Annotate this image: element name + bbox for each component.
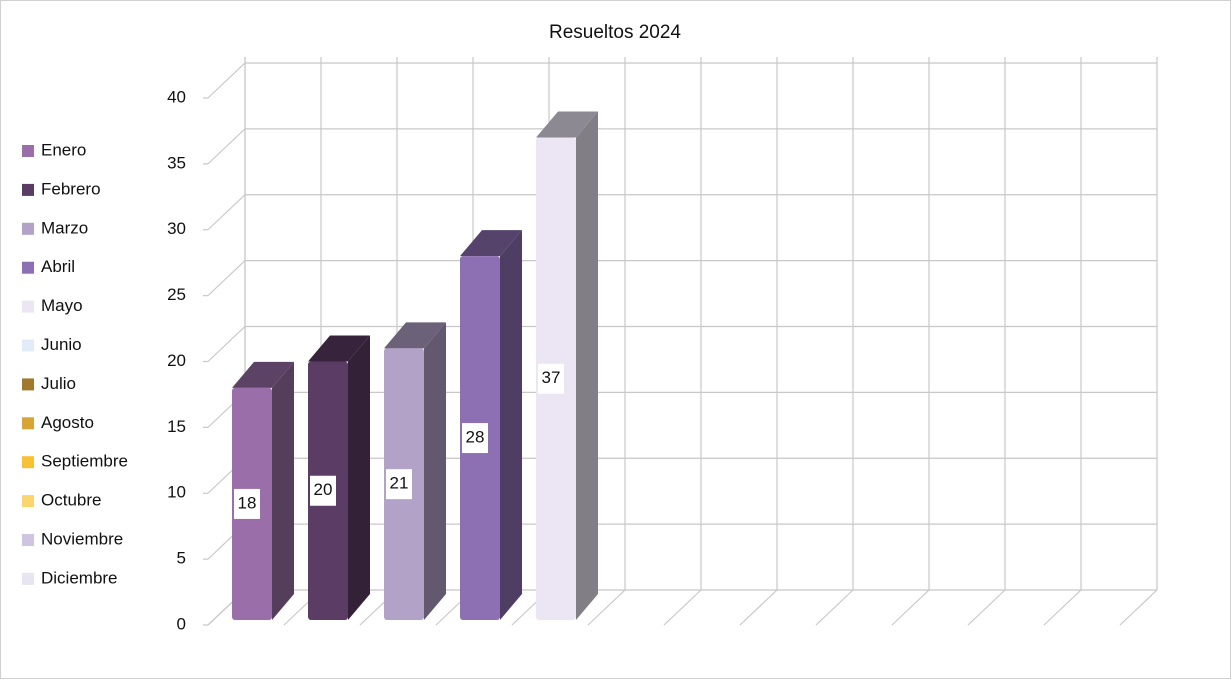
grid-line — [207, 260, 1157, 297]
y-tick-label: 20 — [167, 351, 186, 370]
legend-swatch — [22, 534, 34, 546]
grid-line — [207, 62, 1157, 99]
chart-title: Resueltos 2024 — [549, 22, 681, 43]
grid-line — [207, 325, 1157, 362]
y-tick-label: 5 — [177, 549, 186, 568]
legend-swatch — [22, 378, 34, 391]
legend-swatch — [22, 417, 34, 430]
bar-side — [424, 322, 446, 620]
legend-label: Noviembre — [41, 529, 123, 548]
value-label-box — [234, 488, 260, 519]
legend-label: Agosto — [41, 413, 94, 432]
legend-swatch — [22, 222, 34, 235]
bar-top — [384, 322, 446, 349]
value-label-box — [386, 469, 412, 500]
floor-line — [967, 589, 1006, 626]
legend-swatch — [22, 456, 34, 469]
y-tick-label: 40 — [167, 87, 186, 106]
value-label: 28 — [466, 428, 485, 447]
legend-swatch — [22, 300, 34, 313]
value-label: 37 — [542, 368, 561, 387]
legend-label: Abril — [41, 257, 75, 276]
y-tick-label: 0 — [177, 614, 186, 633]
legend-swatch — [22, 572, 34, 585]
value-label: 21 — [390, 474, 409, 493]
y-tick-label: 15 — [167, 417, 186, 436]
legend-label: Septiembre — [41, 452, 128, 471]
legend-swatch — [22, 261, 34, 274]
bar-top — [232, 361, 294, 388]
floor-line — [1119, 589, 1158, 626]
y-tick-label: 25 — [167, 285, 186, 304]
value-label-box — [462, 423, 488, 454]
floor-line — [587, 589, 626, 626]
grid-line — [207, 194, 1157, 231]
legend-label: Mayo — [41, 296, 83, 315]
value-label-box — [538, 363, 564, 394]
legend-label: Febrero — [41, 179, 101, 198]
bar-side — [272, 361, 294, 620]
bar-side — [500, 230, 522, 620]
legend-swatch — [22, 495, 34, 508]
bar-side — [576, 111, 598, 621]
y-tick-label: 10 — [167, 483, 186, 502]
y-tick-label: 35 — [167, 153, 186, 172]
floor-line — [815, 589, 854, 626]
value-label-box — [310, 475, 336, 506]
value-label: 18 — [238, 493, 257, 512]
legend-swatch — [22, 145, 34, 157]
legend-swatch — [22, 339, 34, 352]
legend-label: Julio — [41, 374, 76, 393]
floor-line — [1043, 589, 1082, 626]
bar-top — [536, 111, 598, 138]
legend-label: Marzo — [41, 218, 88, 237]
legend-swatch — [22, 183, 34, 196]
bar-top — [308, 335, 370, 362]
floor-line — [891, 589, 930, 626]
floor-line — [739, 589, 778, 626]
legend-label: Diciembre — [41, 568, 118, 587]
floor-line — [663, 589, 702, 626]
grid-line — [207, 128, 1157, 165]
y-tick-label: 30 — [167, 219, 186, 238]
legend-label: Junio — [41, 335, 82, 354]
legend-label: Octubre — [41, 491, 101, 510]
legend-label: Enero — [41, 140, 86, 159]
value-label: 20 — [314, 480, 333, 499]
bar-top — [460, 230, 522, 257]
bar-side — [348, 335, 370, 620]
